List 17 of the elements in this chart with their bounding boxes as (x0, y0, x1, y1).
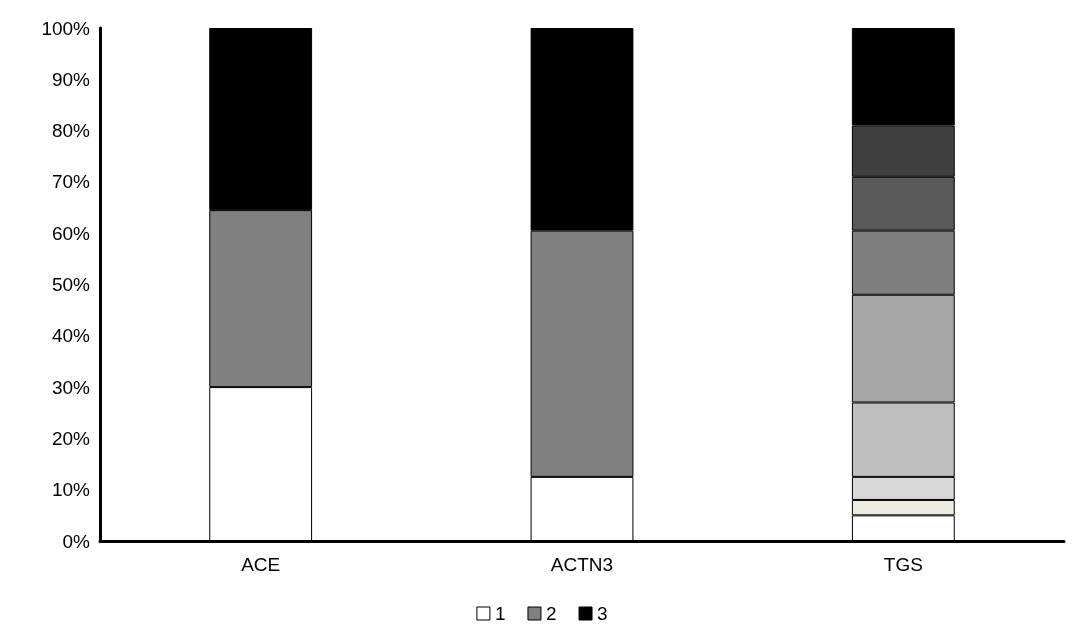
y-tick-label: 10% (51, 479, 91, 501)
legend-label: 2 (545, 603, 557, 624)
y-tick-label: 70% (51, 171, 91, 193)
y-tick-label: 40% (51, 325, 91, 347)
y-tick-label: 30% (51, 376, 91, 398)
y-tick-label: 60% (51, 222, 91, 244)
x-tick-label: ACTN3 (550, 554, 614, 575)
y-tick-label: 80% (51, 120, 91, 142)
y-tick-label: 0% (62, 530, 91, 552)
legend-label: 1 (494, 603, 506, 624)
y-tick-label: 50% (51, 274, 91, 295)
y-tick-label: 90% (51, 68, 91, 90)
x-tick-label: ACE (241, 554, 281, 575)
legend-label: 3 (597, 603, 608, 624)
y-tick-label: 100% (41, 17, 91, 39)
y-tick-label: 20% (51, 427, 91, 449)
x-tick-label: TGS (883, 554, 923, 575)
